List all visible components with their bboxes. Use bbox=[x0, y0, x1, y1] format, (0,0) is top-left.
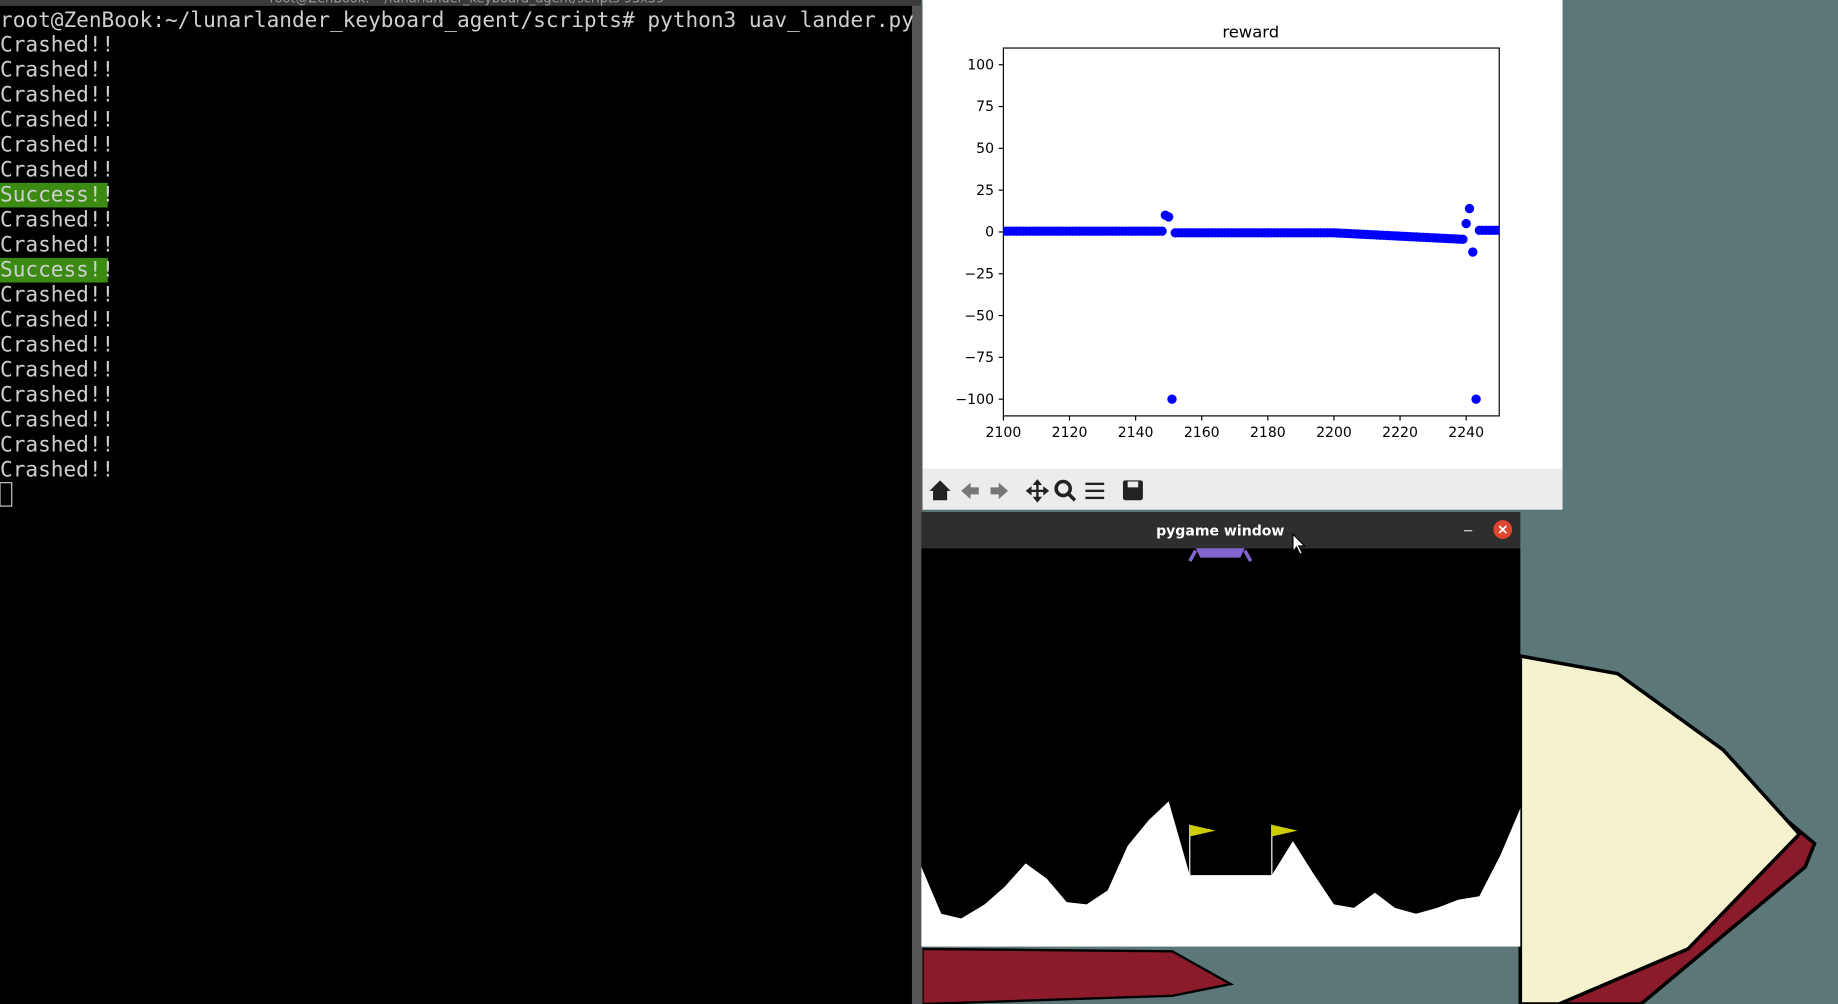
terminal-line: Crashed!! bbox=[0, 457, 114, 482]
x-tick-label: 2140 bbox=[1118, 425, 1154, 441]
terminal-line: Crashed!! bbox=[0, 307, 114, 332]
point bbox=[1458, 234, 1468, 245]
terminal-line: Crashed!! bbox=[0, 232, 114, 257]
cursor bbox=[0, 482, 13, 507]
lander bbox=[1188, 548, 1253, 563]
y-tick-label: −75 bbox=[964, 350, 994, 366]
terminal-line: Success!! bbox=[0, 257, 114, 282]
highlight bbox=[0, 257, 108, 283]
terminal-line: Crashed!! bbox=[0, 432, 114, 457]
point bbox=[1167, 394, 1177, 404]
terminal-title: root@ZenBook: ~/lunarlander_keyboard_age… bbox=[270, 0, 665, 6]
y-tick-label: 0 bbox=[985, 225, 994, 241]
y-tick-label: −50 bbox=[964, 308, 994, 324]
plot-toolbar bbox=[922, 468, 1563, 510]
point bbox=[1468, 247, 1478, 257]
chart-title: reward bbox=[1222, 22, 1279, 41]
terminal-line: Crashed!! bbox=[0, 82, 114, 107]
terrain bbox=[921, 801, 1521, 947]
point bbox=[1494, 225, 1500, 235]
terminal-line: Crashed!! bbox=[0, 282, 114, 307]
terminal-prompt: root@ZenBook:~/lunarlander_keyboard_agen… bbox=[0, 7, 914, 32]
x-tick-label: 2100 bbox=[986, 425, 1022, 441]
terminal-line: Success!! bbox=[0, 182, 114, 207]
landing-flags bbox=[1189, 824, 1298, 876]
terminal-line: Crashed!! bbox=[0, 207, 114, 232]
terminal-line: Crashed!! bbox=[0, 382, 114, 407]
terminal-line: Crashed!! bbox=[0, 32, 114, 57]
y-tick-label: −100 bbox=[955, 392, 994, 408]
y-tick-label: 50 bbox=[976, 141, 994, 157]
terminal-line: Crashed!! bbox=[0, 107, 114, 132]
close-icon bbox=[1498, 525, 1507, 534]
points bbox=[1003, 203, 1500, 404]
point bbox=[1461, 218, 1471, 229]
y-tick-label: 75 bbox=[976, 99, 994, 115]
plot-window bbox=[922, 0, 1563, 510]
x-tick-label: 2120 bbox=[1052, 425, 1088, 441]
terminal bbox=[0, 0, 912, 1004]
terminal-line: Crashed!! bbox=[0, 132, 114, 157]
point bbox=[1471, 394, 1481, 404]
point bbox=[1163, 212, 1174, 222]
x-tick-label: 2200 bbox=[1316, 425, 1352, 441]
point bbox=[1464, 203, 1475, 214]
x-tick-label: 2160 bbox=[1184, 425, 1220, 441]
terminal-line: Crashed!! bbox=[0, 332, 114, 357]
mouse-cursor bbox=[1292, 532, 1307, 555]
pygame-titlebar bbox=[921, 511, 1521, 549]
y-tick-label: 25 bbox=[976, 183, 994, 199]
x-tick-label: 2220 bbox=[1382, 425, 1418, 441]
scrollbar bbox=[911, 5, 923, 1004]
y-tick-label: −25 bbox=[964, 266, 994, 282]
terminal-titlebar bbox=[0, 0, 922, 6]
y-tick-label: 100 bbox=[967, 57, 994, 73]
book-wallpaper bbox=[921, 653, 1817, 1004]
terminal-line: Crashed!! bbox=[0, 407, 114, 432]
x-tick-label: 2240 bbox=[1448, 425, 1484, 441]
x-tick-label: 2180 bbox=[1250, 425, 1286, 441]
terminal-line: Crashed!! bbox=[0, 157, 114, 182]
highlight bbox=[0, 182, 108, 208]
toolbar-icons[interactable] bbox=[929, 479, 1143, 503]
point bbox=[1157, 226, 1167, 236]
pygame-title: pygame window bbox=[1156, 523, 1284, 539]
terminal-line: Crashed!! bbox=[0, 357, 114, 382]
terminal-line: Crashed!! bbox=[0, 57, 114, 82]
